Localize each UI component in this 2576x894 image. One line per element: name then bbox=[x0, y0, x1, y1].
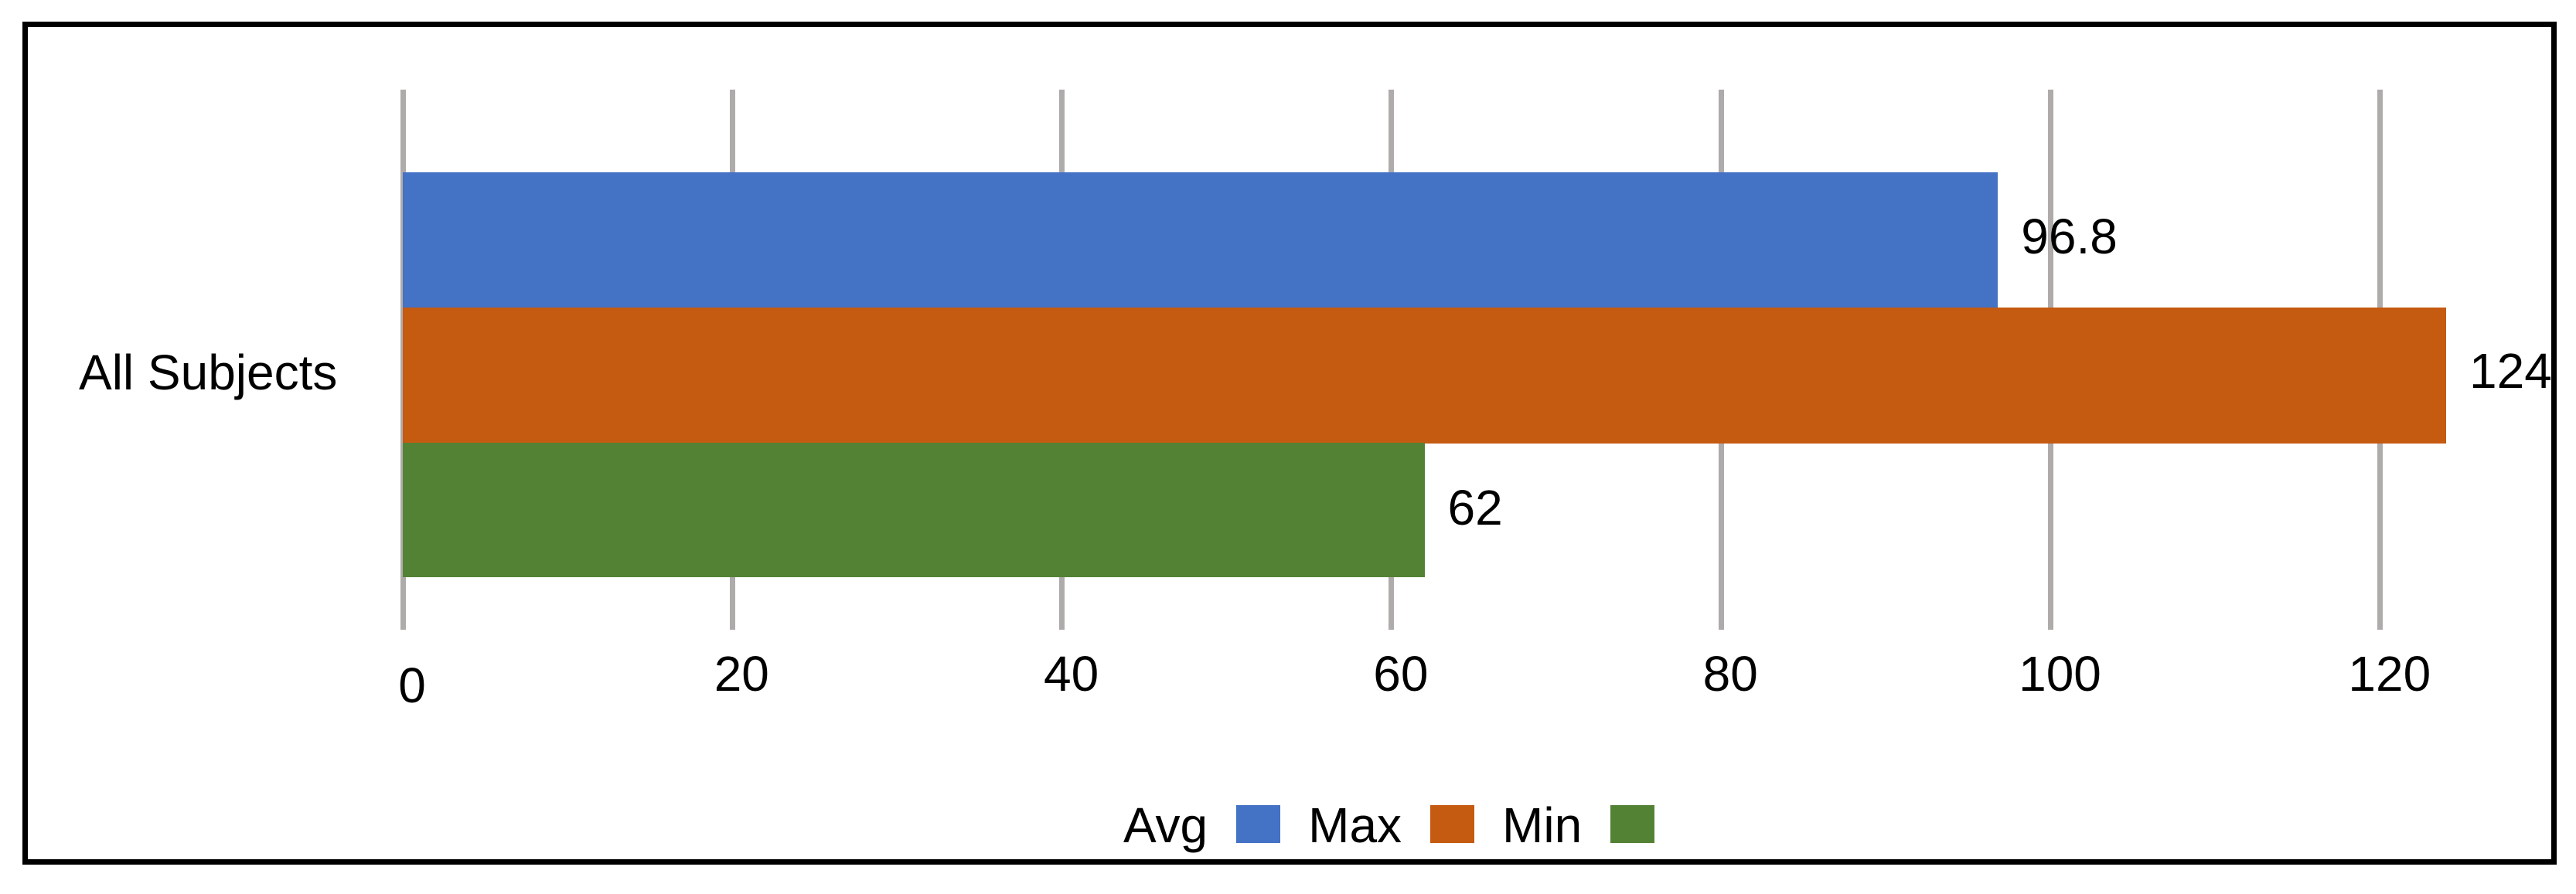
bar-max bbox=[403, 308, 2447, 444]
data-label-max: 124 bbox=[2469, 343, 2552, 399]
legend-swatch-avg-icon bbox=[1236, 805, 1281, 843]
data-label-min: 62 bbox=[1447, 480, 1503, 535]
data-label-avg: 96.8 bbox=[2021, 209, 2118, 264]
legend-label-max: Max bbox=[1308, 797, 1402, 853]
bar-avg bbox=[403, 172, 1998, 308]
x-tick-label: 80 bbox=[1702, 646, 1758, 702]
x-tick-label: 20 bbox=[714, 646, 769, 702]
legend-label-avg: Avg bbox=[1123, 797, 1208, 853]
chart-frame bbox=[22, 22, 2557, 865]
x-tick-label: 40 bbox=[1044, 646, 1099, 702]
x-tick-label: 60 bbox=[1373, 646, 1429, 702]
legend-swatch-max-icon bbox=[1430, 805, 1475, 843]
legend-label-min: Min bbox=[1502, 797, 1583, 853]
legend-swatch-min-icon bbox=[1610, 805, 1655, 843]
chart-legend: Avg Max Min bbox=[1123, 801, 1682, 850]
x-tick-label: 0 bbox=[398, 658, 426, 713]
x-tick-label: 100 bbox=[2019, 646, 2101, 702]
x-tick-label: 120 bbox=[2348, 646, 2431, 702]
category-label: All Subjects bbox=[79, 345, 338, 400]
bar-min bbox=[403, 443, 1425, 577]
